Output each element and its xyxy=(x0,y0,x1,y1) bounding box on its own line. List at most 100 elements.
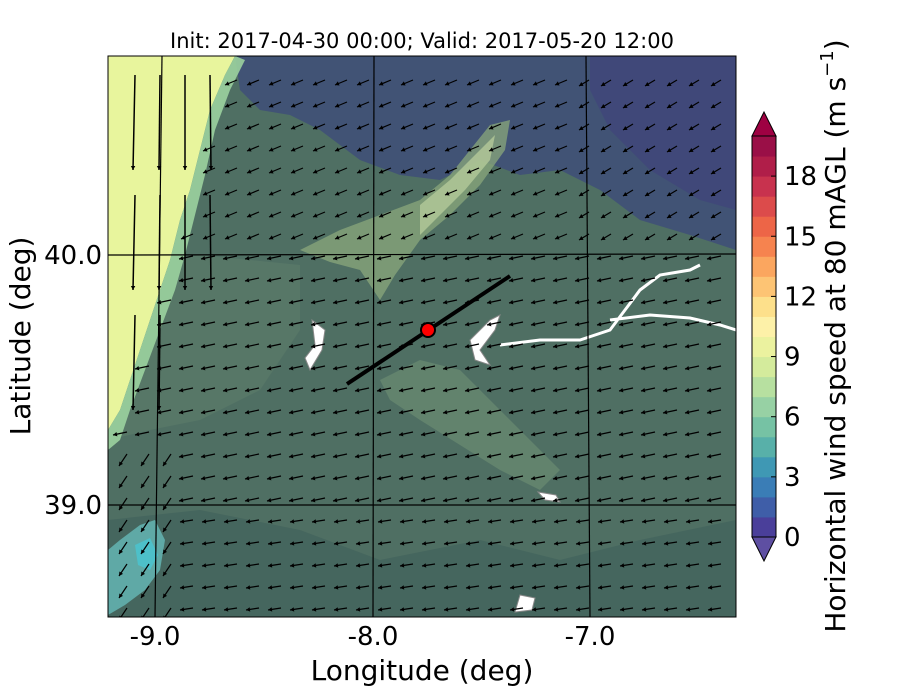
wind-vector-head xyxy=(641,454,646,459)
wind-vector-head xyxy=(443,388,448,393)
wind-vector-head xyxy=(224,585,229,590)
wind-vector-head xyxy=(575,432,580,437)
wind-vector-head xyxy=(707,256,712,261)
wind-vector-head xyxy=(509,256,514,261)
wind-vector-head xyxy=(533,169,538,174)
colorbar-tick-label: 9 xyxy=(784,343,801,373)
wind-vector-head xyxy=(511,147,516,152)
wind-vector-head xyxy=(377,454,382,459)
wind-vector-head xyxy=(685,366,690,371)
wind-vector-head xyxy=(291,125,296,130)
wind-vector-head xyxy=(334,519,339,524)
wind-vector-head xyxy=(208,165,214,170)
wind-vector-head xyxy=(465,366,470,371)
wind-vector-head xyxy=(641,476,646,481)
wind-vector-head xyxy=(598,563,603,568)
wind-vector-head xyxy=(119,483,124,488)
wind-vector-head xyxy=(113,432,118,437)
wind-vector-head xyxy=(224,607,229,612)
wind-vector-head xyxy=(268,563,273,568)
wind-vector-head xyxy=(202,541,207,546)
wind-vector-head xyxy=(667,104,672,108)
wind-vector-head xyxy=(335,125,340,130)
wind-vector-head xyxy=(247,125,252,130)
wind-vector-head xyxy=(269,81,274,86)
wind-vector-head xyxy=(664,519,669,524)
wind-vector-head xyxy=(290,585,295,590)
wind-vector-head xyxy=(488,607,493,612)
wind-vector-head xyxy=(182,166,188,170)
wind-vector-head xyxy=(247,147,252,152)
wind-vector-head xyxy=(179,322,184,327)
wind-vector-head xyxy=(598,541,603,546)
wind-vector-head xyxy=(620,541,625,546)
wind-vector-head xyxy=(488,563,493,568)
wind-vector-head xyxy=(399,498,404,503)
wind-vector-head xyxy=(163,527,168,532)
wind-vector-head xyxy=(355,454,360,459)
wind-vector-head xyxy=(379,147,384,152)
wind-vector-head xyxy=(619,476,624,481)
wind-vector-head xyxy=(379,103,384,108)
southwest-wind-core xyxy=(135,538,158,570)
colorbar-tick-label: 6 xyxy=(784,403,801,433)
wind-vector-head xyxy=(245,322,250,327)
wind-vector-head xyxy=(642,563,647,568)
wind-vector-head xyxy=(707,476,712,481)
wind-vector-head xyxy=(689,82,694,86)
wind-vector-head xyxy=(707,344,712,349)
wind-vector-head xyxy=(711,192,716,196)
wind-vector-head xyxy=(575,388,580,393)
wind-vector-head xyxy=(333,300,338,305)
wind-vector-head xyxy=(553,278,558,283)
wind-vector-head xyxy=(203,147,208,152)
wind-vector-head xyxy=(443,256,448,261)
wind-vector-head xyxy=(509,300,514,305)
wind-vector-head xyxy=(642,541,647,546)
wind-vector-head xyxy=(667,148,672,152)
wind-vector-head xyxy=(333,366,338,371)
wind-vector-head xyxy=(575,256,580,261)
wind-vector-head xyxy=(645,236,650,240)
wind-vector-head xyxy=(509,366,514,371)
wind-vector-head xyxy=(377,366,382,371)
wind-vector-head xyxy=(421,454,426,459)
wind-vector-head xyxy=(399,410,404,415)
wind-vector-head xyxy=(575,300,580,305)
wind-vector-head xyxy=(601,192,606,196)
wind-vector-head xyxy=(554,541,559,546)
wind-vector-head xyxy=(400,607,405,612)
colorbar-under-triangle xyxy=(751,536,777,563)
wind-vector xyxy=(158,74,161,171)
colorbar-segment xyxy=(752,296,776,317)
wind-vector-head xyxy=(465,278,470,283)
wind-vector-head xyxy=(465,454,470,459)
wind-vector-head xyxy=(224,541,229,546)
wind-vector-head xyxy=(553,410,558,415)
wind-vector-head xyxy=(289,454,294,459)
wind-vector-head xyxy=(290,541,295,546)
wind-vector-head xyxy=(203,191,208,196)
wind-vector-head xyxy=(619,300,624,305)
wind-vector-head xyxy=(533,191,538,196)
wind-vector-head xyxy=(313,191,318,196)
wind-vector-head xyxy=(597,498,602,503)
wind-vector-head xyxy=(223,366,228,371)
wind-vector-head xyxy=(377,256,382,261)
wind-vector-head xyxy=(355,432,360,437)
wind-vector-head xyxy=(225,169,230,174)
wind-vector-head xyxy=(623,170,628,174)
colorbar-frame xyxy=(751,135,777,538)
wind-vector-head xyxy=(223,454,228,459)
wind-vector-head xyxy=(620,585,625,590)
wind-vector-head xyxy=(489,191,494,196)
colorbar-segment xyxy=(752,276,776,297)
wind-vector-head xyxy=(685,498,690,503)
wind-vector-head xyxy=(201,410,206,415)
wind-vector-head xyxy=(601,214,606,218)
wind-vector-head xyxy=(444,563,449,568)
wind-vector-head xyxy=(444,607,449,612)
wind-vector-head xyxy=(555,213,560,218)
wind-vector-head xyxy=(511,169,516,174)
wind-vector-head xyxy=(443,278,448,283)
